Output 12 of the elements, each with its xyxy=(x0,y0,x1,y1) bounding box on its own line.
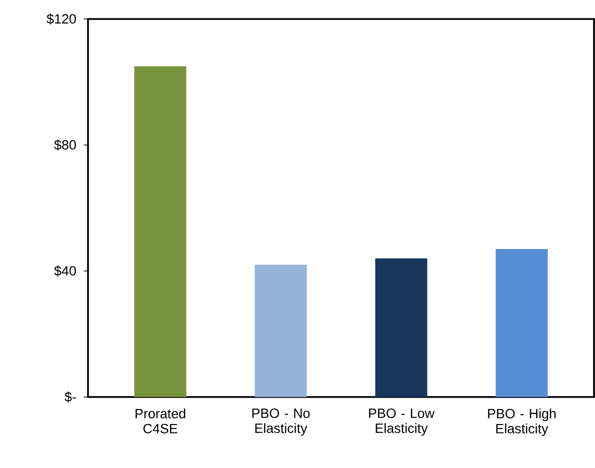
bar xyxy=(254,264,307,397)
x-tick-label: PBO - Low Elasticity xyxy=(369,408,435,436)
y-tick-label: $40 xyxy=(54,266,76,276)
bar xyxy=(375,258,428,397)
bar xyxy=(134,66,186,397)
x-tick-label: PBO - High Elasticity xyxy=(488,408,556,436)
y-tick-label: $- xyxy=(64,392,76,402)
y-tick-label: $120 xyxy=(46,14,76,24)
x-tick-label: PBO - No Elasticity xyxy=(252,408,310,436)
bar xyxy=(496,248,548,397)
y-tick-label: $80 xyxy=(54,140,76,150)
x-tick-label: Prorated C4SE xyxy=(136,408,186,434)
